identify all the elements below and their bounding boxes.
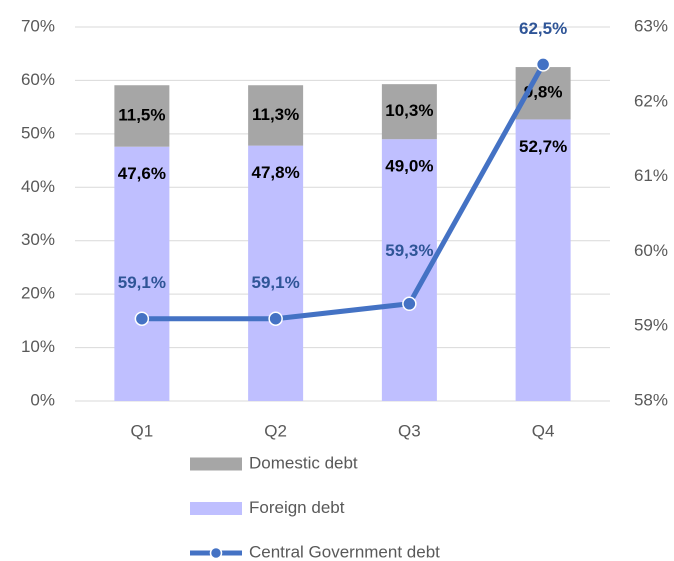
y2-tick-label: 61% <box>634 166 668 185</box>
y-tick-label: 0% <box>30 390 55 409</box>
line-marker <box>268 311 283 326</box>
y2-tick-label: 62% <box>634 91 668 110</box>
data-label: 59,1% <box>252 273 300 292</box>
data-label: 52,7% <box>519 137 567 156</box>
data-label: 47,6% <box>118 164 166 183</box>
legend-label: Domestic debt <box>249 453 358 472</box>
data-label: 47,8% <box>252 163 300 182</box>
y2-tick-label: 58% <box>634 390 668 409</box>
y-tick-label: 60% <box>21 70 55 89</box>
legend-swatch <box>190 502 242 515</box>
x-tick-label: Q2 <box>264 421 287 440</box>
data-label: 59,1% <box>118 273 166 292</box>
y2-tick-label: 60% <box>634 241 668 260</box>
bar-segment <box>248 145 304 401</box>
x-tick-label: Q3 <box>398 421 421 440</box>
legend-label: Foreign debt <box>249 498 345 517</box>
line <box>141 63 546 322</box>
legend-label: Central Government debt <box>249 542 440 561</box>
y-tick-label: 40% <box>21 177 55 196</box>
data-label: 49,0% <box>385 157 433 176</box>
y-tick-label: 30% <box>21 230 55 249</box>
data-label: 62,5% <box>519 19 567 38</box>
line-marker <box>402 296 417 312</box>
bar-segment <box>381 84 437 140</box>
data-label: 9,8% <box>524 83 563 102</box>
bar-segment <box>114 146 170 401</box>
y-tick-label: 70% <box>21 16 55 35</box>
data-label: 10,3% <box>385 101 433 120</box>
line-marker <box>134 311 150 326</box>
bar-segment <box>515 119 571 401</box>
line-marker <box>535 57 551 72</box>
y2-tick-label: 63% <box>634 16 668 35</box>
legend-marker <box>209 546 223 560</box>
y-tick-label: 10% <box>21 337 55 356</box>
y-tick-label: 50% <box>21 123 55 142</box>
legend-swatch <box>190 457 242 471</box>
y-tick-label: 20% <box>21 284 55 303</box>
data-label: 11,5% <box>118 105 165 124</box>
data-label: 11,3% <box>252 105 299 124</box>
data-label: 59,3% <box>385 241 433 260</box>
bar-segment <box>248 85 304 146</box>
bar-segment <box>114 85 170 147</box>
x-tick-label: Q1 <box>131 421 154 440</box>
y2-tick-label: 59% <box>634 316 668 335</box>
x-tick-label: Q4 <box>532 421 555 440</box>
